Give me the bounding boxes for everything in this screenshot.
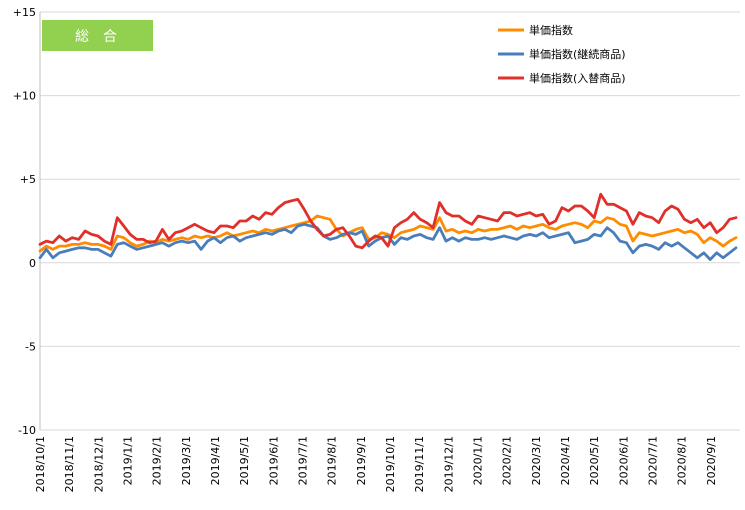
category-badge: 総合 (42, 20, 153, 51)
x-tick-label: 2020/7/1 (647, 436, 660, 485)
legend-label: 単価指数(継続商品) (529, 47, 626, 61)
x-tick-label: 2019/5/1 (238, 436, 251, 485)
x-tick-label: 2019/11/1 (413, 436, 426, 492)
y-tick-label: +10 (13, 90, 36, 103)
x-tick-label: 2019/10/1 (384, 436, 397, 492)
x-tick-label: 2019/2/1 (151, 436, 164, 485)
x-tick-label: 2019/3/1 (180, 436, 193, 485)
x-tick-label: 2018/10/1 (34, 436, 47, 492)
x-tick-label: 2019/4/1 (209, 436, 222, 485)
x-tick-label: 2019/12/1 (442, 436, 455, 492)
legend-label: 単価指数(入替商品) (529, 71, 626, 85)
series-line-2 (38, 222, 738, 261)
x-tick-label: 2020/1/1 (472, 436, 485, 485)
y-axis: +15 +10 +5 0 -5 -10 (13, 6, 41, 437)
x-tick-label: 2019/8/1 (326, 436, 339, 485)
y-tick-label: +15 (13, 6, 36, 19)
x-tick-label: 2020/8/1 (676, 436, 689, 485)
y-tick-label: -5 (25, 340, 36, 353)
x-tick-label: 2019/7/1 (297, 436, 310, 485)
x-tick-label: 2020/3/1 (530, 436, 543, 485)
x-tick-label: 2018/11/1 (63, 436, 76, 492)
y-tick-label: -10 (18, 424, 36, 437)
x-axis: 2018/10/1 2018/11/1 2018/12/1 2019/1/1 2019/… (34, 436, 718, 492)
series-lines (38, 192, 738, 261)
x-tick-label: 2020/4/1 (559, 436, 572, 485)
x-tick-label: 2020/5/1 (588, 436, 601, 485)
x-tick-label: 2019/1/1 (122, 436, 135, 485)
x-tick-label: 2018/12/1 (92, 436, 105, 492)
x-tick-label: 2019/9/1 (355, 436, 368, 485)
gridlines (40, 11, 740, 431)
legend-label: 単価指数 (529, 23, 573, 37)
x-tick-label: 2019/6/1 (267, 436, 280, 485)
category-badge-label: 総合 (75, 29, 131, 45)
x-tick-label: 2020/6/1 (617, 436, 630, 485)
series-line-3 (38, 192, 738, 250)
y-tick-label: 0 (29, 257, 36, 270)
series-line-1 (38, 214, 738, 253)
x-tick-label: 2020/9/1 (705, 436, 718, 485)
x-tick-label: 2020/2/1 (501, 436, 514, 485)
category-badge-box (42, 20, 153, 51)
y-tick-label: +5 (20, 173, 36, 186)
